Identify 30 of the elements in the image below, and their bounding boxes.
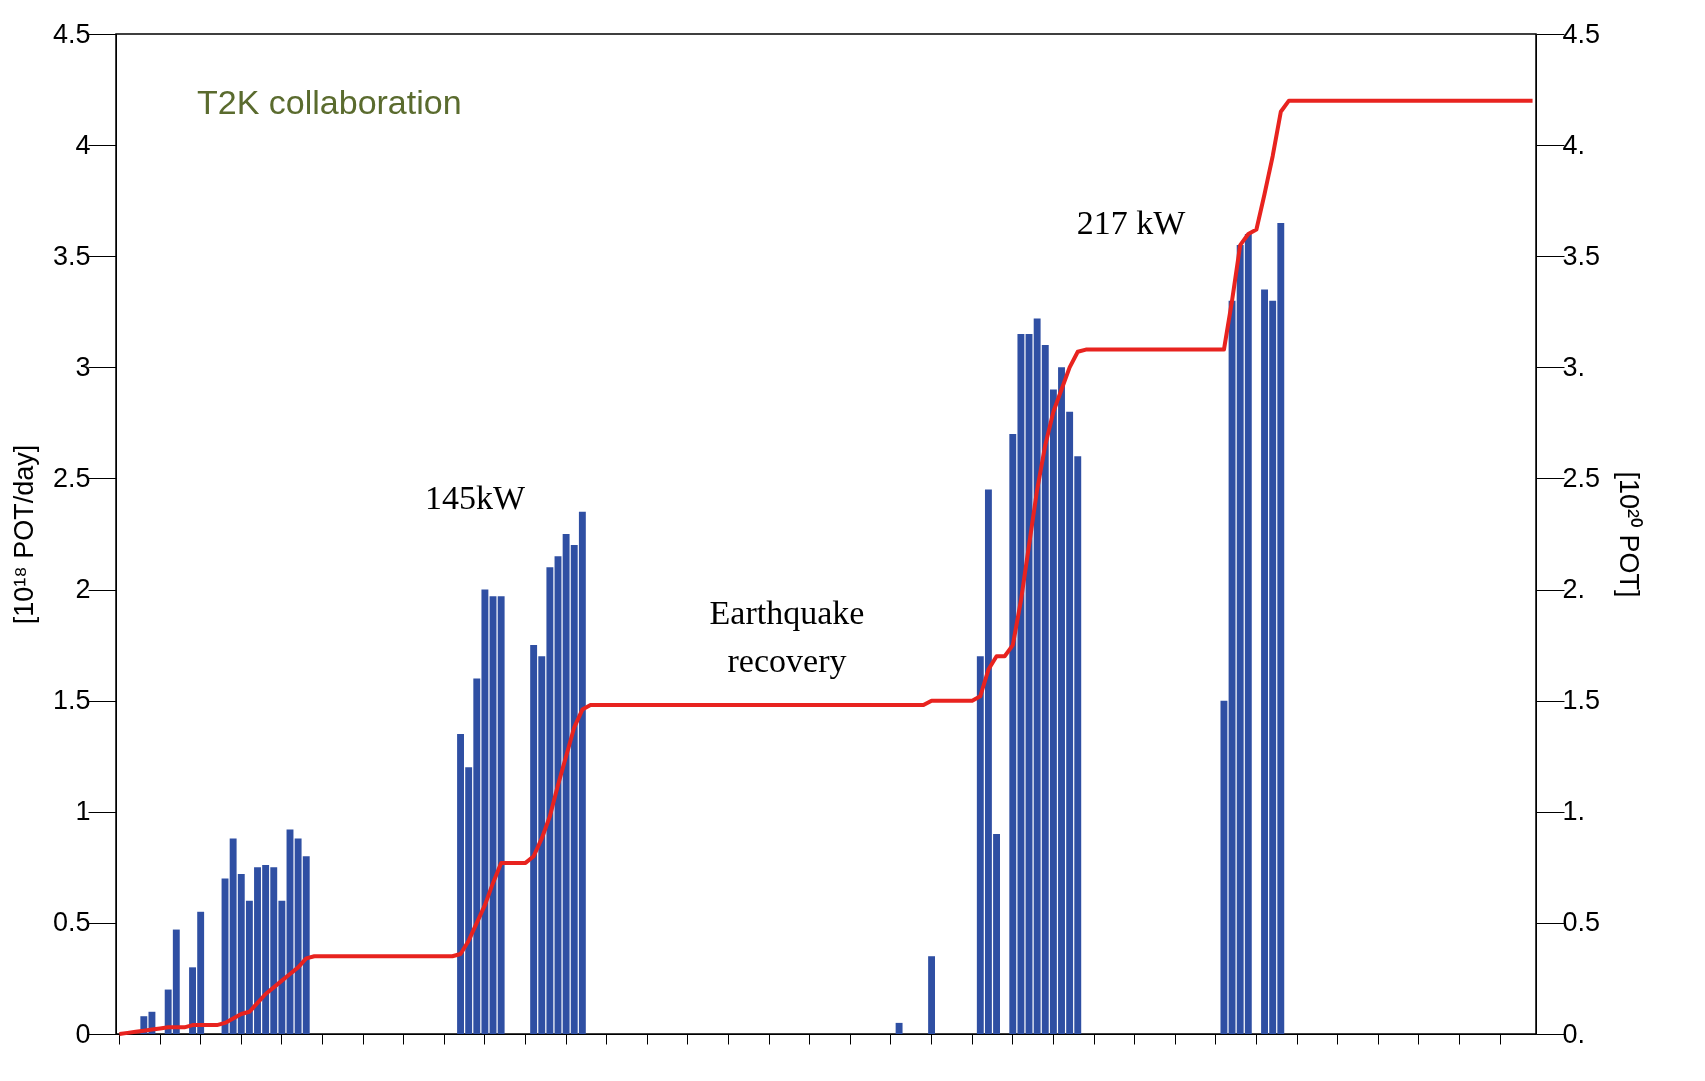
y2-tick-label: 3.5 (1562, 240, 1601, 271)
bar (1220, 700, 1228, 1034)
y-tick-label: 1 (75, 796, 91, 827)
y-tick-label: 3.5 (52, 240, 91, 271)
y-tick-label: 1.5 (52, 685, 91, 716)
annotation: Earthquake recovery (709, 594, 865, 679)
y2-tick-label: 0.5 (1562, 907, 1601, 938)
y2-tick-label: 3. (1562, 351, 1586, 382)
y-tick-label: 3 (75, 351, 91, 382)
y2-tick-label: 2.5 (1562, 462, 1601, 493)
y-tick-label: 2 (75, 574, 91, 605)
y-tick-label: 0.5 (52, 907, 91, 938)
y2-tick-label: 1. (1562, 796, 1586, 827)
y2-axis-title: [10²⁰ POT] (1614, 471, 1645, 598)
annotation: 145kW (424, 479, 526, 516)
annotation: 217 kW (1076, 204, 1187, 241)
y2-tick-label: 4. (1562, 129, 1586, 160)
y-tick-label: 0 (75, 1018, 91, 1049)
y2-tick-label: 2. (1562, 574, 1586, 605)
bar (928, 956, 936, 1034)
y2-tick-label: 4.5 (1562, 18, 1601, 49)
y-tick-label: 4.5 (52, 18, 91, 49)
annotation: T2K collaboration (197, 83, 462, 121)
bar (497, 596, 505, 1034)
y2-tick-label: 1.5 (1562, 685, 1601, 716)
y-tick-label: 4 (75, 129, 91, 160)
y-axis-title: [10¹⁸ POT/day] (8, 444, 39, 625)
y-tick-label: 2.5 (52, 462, 91, 493)
bar (895, 1022, 903, 1034)
y2-tick-label: 0. (1562, 1018, 1586, 1049)
